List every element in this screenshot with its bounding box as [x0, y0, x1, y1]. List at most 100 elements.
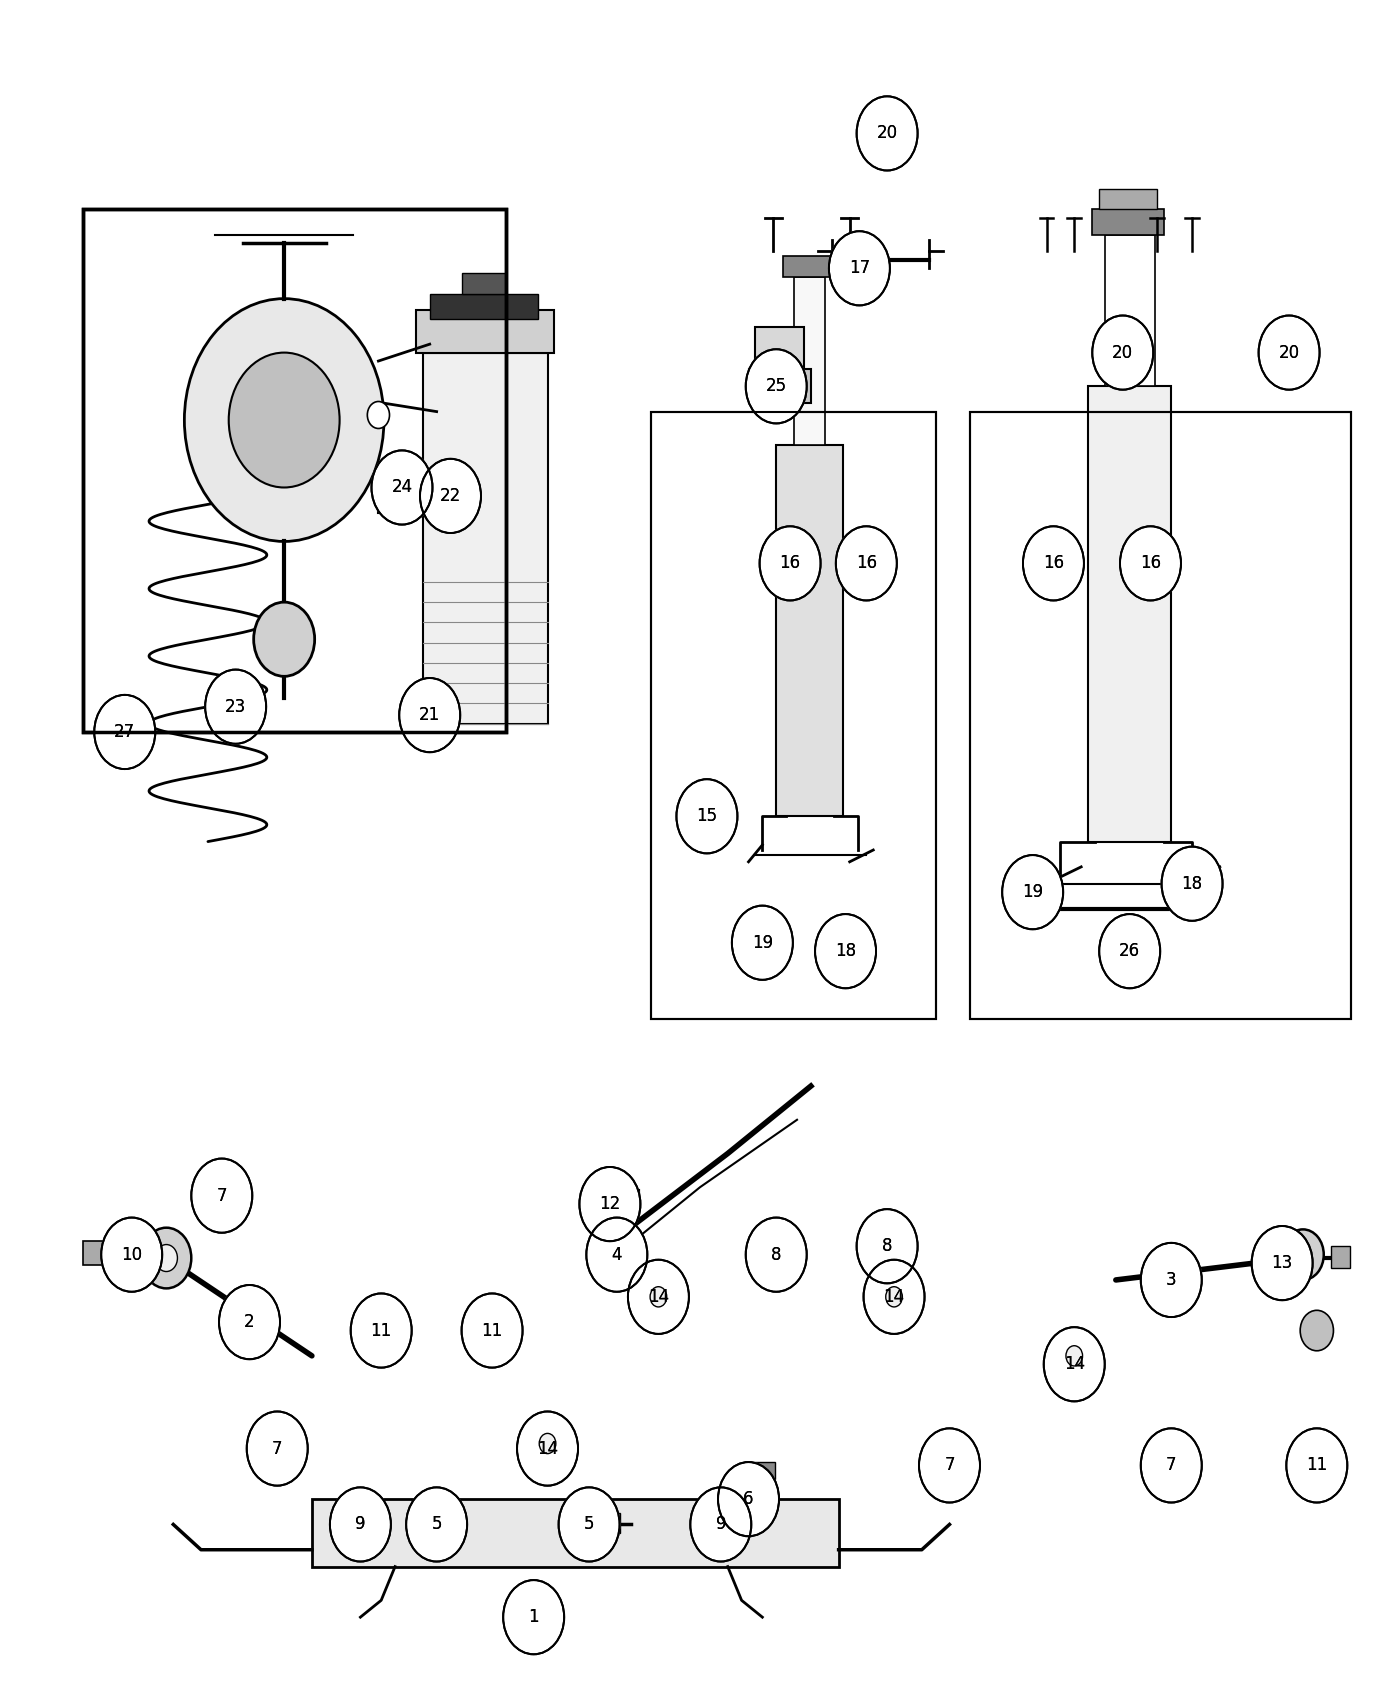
Circle shape	[1301, 1311, 1333, 1352]
Text: 2: 2	[244, 1312, 255, 1331]
Circle shape	[1282, 1229, 1324, 1280]
Bar	[420, 1513, 454, 1533]
Bar	[592, 1180, 609, 1200]
Text: 10: 10	[122, 1246, 143, 1263]
Text: 11: 11	[1306, 1457, 1327, 1474]
Circle shape	[253, 602, 315, 677]
Text: 1: 1	[528, 1608, 539, 1627]
Text: 22: 22	[440, 486, 461, 505]
Text: 8: 8	[882, 1238, 892, 1255]
Bar	[874, 1227, 910, 1255]
Circle shape	[746, 348, 806, 423]
Text: 20: 20	[876, 124, 897, 143]
Bar	[312, 1499, 839, 1567]
Circle shape	[185, 299, 384, 541]
Circle shape	[351, 1294, 412, 1367]
Circle shape	[1092, 316, 1154, 389]
Text: 15: 15	[696, 808, 717, 824]
Text: 9: 9	[715, 1515, 727, 1533]
Circle shape	[815, 915, 876, 988]
Circle shape	[1141, 1243, 1201, 1318]
Text: 26: 26	[1119, 942, 1140, 960]
Bar	[783, 257, 836, 277]
Text: 4: 4	[612, 1246, 622, 1263]
Circle shape	[559, 1488, 620, 1562]
Bar	[385, 503, 427, 517]
Bar	[970, 411, 1351, 1018]
Bar	[794, 277, 825, 445]
Text: 6: 6	[743, 1491, 753, 1508]
Text: 19: 19	[752, 933, 773, 952]
Circle shape	[1002, 855, 1063, 930]
Circle shape	[503, 1579, 564, 1654]
Text: 19: 19	[752, 933, 773, 952]
Text: 5: 5	[431, 1515, 442, 1533]
Text: 21: 21	[419, 706, 441, 724]
Bar	[759, 1236, 794, 1263]
Circle shape	[690, 1488, 752, 1562]
Circle shape	[263, 1426, 291, 1460]
Circle shape	[218, 1285, 280, 1360]
Bar	[462, 274, 505, 294]
Circle shape	[371, 450, 433, 525]
Circle shape	[1259, 316, 1320, 389]
Circle shape	[580, 1166, 640, 1241]
Circle shape	[483, 1311, 515, 1352]
Bar	[1088, 386, 1172, 842]
Circle shape	[246, 1411, 308, 1486]
Text: 11: 11	[371, 1321, 392, 1340]
Text: 5: 5	[584, 1515, 595, 1533]
Circle shape	[206, 670, 266, 745]
Text: 9: 9	[715, 1515, 727, 1533]
Text: 16: 16	[1043, 554, 1064, 573]
Text: 9: 9	[356, 1515, 365, 1533]
Text: 25: 25	[766, 377, 787, 396]
Text: 20: 20	[1278, 343, 1299, 362]
Bar	[1330, 1246, 1350, 1268]
Circle shape	[629, 1260, 689, 1334]
Circle shape	[1252, 1226, 1313, 1300]
Circle shape	[918, 1428, 980, 1503]
Circle shape	[815, 915, 876, 988]
Text: 8: 8	[771, 1246, 781, 1263]
Circle shape	[94, 695, 155, 768]
Text: 16: 16	[855, 554, 876, 573]
Bar	[83, 1241, 104, 1265]
Text: 11: 11	[1306, 1457, 1327, 1474]
Bar	[423, 352, 547, 724]
Text: 18: 18	[1182, 876, 1203, 892]
Circle shape	[587, 1217, 647, 1292]
Bar	[1092, 209, 1165, 235]
Circle shape	[935, 1443, 963, 1477]
Circle shape	[1120, 527, 1182, 600]
Text: 7: 7	[272, 1440, 283, 1457]
Circle shape	[746, 1217, 806, 1292]
Circle shape	[1287, 1428, 1347, 1503]
Bar	[970, 411, 1351, 1018]
Circle shape	[539, 1433, 556, 1454]
Text: 21: 21	[419, 706, 441, 724]
Circle shape	[517, 1411, 578, 1486]
Circle shape	[857, 97, 917, 170]
Circle shape	[704, 1504, 738, 1545]
Text: 18: 18	[1182, 876, 1203, 892]
Circle shape	[192, 1159, 252, 1232]
Circle shape	[367, 401, 389, 428]
Circle shape	[836, 527, 897, 600]
Bar	[651, 411, 935, 1018]
Text: 7: 7	[217, 1187, 227, 1205]
Text: 8: 8	[771, 1246, 781, 1263]
Circle shape	[364, 1311, 398, 1352]
Circle shape	[228, 352, 340, 488]
Text: 11: 11	[371, 1321, 392, 1340]
Circle shape	[1162, 847, 1222, 921]
Text: 16: 16	[1140, 554, 1161, 573]
Text: 14: 14	[538, 1440, 559, 1457]
Circle shape	[246, 1411, 308, 1486]
Circle shape	[1023, 527, 1084, 600]
Circle shape	[101, 1217, 162, 1292]
Text: 4: 4	[612, 1246, 622, 1263]
Text: 20: 20	[876, 124, 897, 143]
Circle shape	[676, 779, 738, 853]
Text: 5: 5	[431, 1515, 442, 1533]
